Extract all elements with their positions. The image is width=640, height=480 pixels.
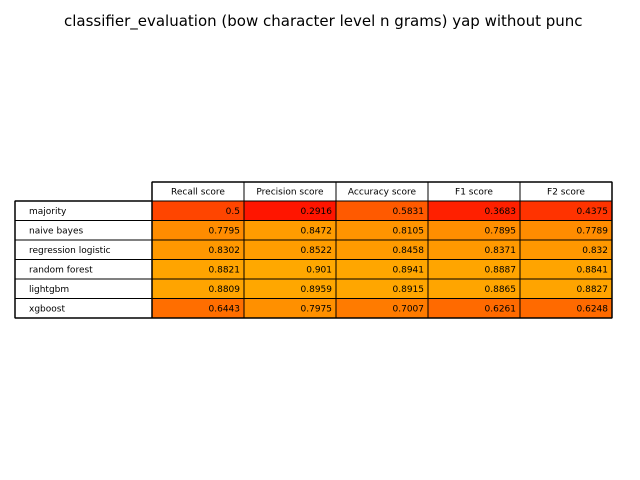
value-label: 0.8941: [393, 265, 425, 275]
value-label: 0.7789: [577, 226, 609, 236]
value-label: 0.8827: [577, 285, 609, 295]
value-label: 0.8458: [393, 246, 425, 256]
chart-title: classifier_evaluation (bow character lev…: [64, 12, 583, 30]
value-label: 0.8865: [485, 285, 517, 295]
value-label: 0.4375: [577, 207, 609, 217]
column-header: Accuracy score: [348, 188, 417, 198]
row-label: naive bayes: [29, 226, 84, 236]
value-label: 0.8472: [301, 226, 333, 236]
value-label: 0.6261: [485, 304, 517, 314]
row-label: xgboost: [29, 304, 65, 314]
value-label: 0.7795: [209, 226, 241, 236]
value-label: 0.8371: [485, 246, 517, 256]
value-label: 0.8809: [209, 285, 241, 295]
value-label: 0.5831: [393, 207, 425, 217]
row-label: random forest: [29, 265, 93, 275]
value-label: 0.8915: [393, 285, 425, 295]
value-label: 0.7007: [393, 304, 425, 314]
row-label: lightgbm: [29, 285, 69, 295]
column-header: F2 score: [547, 188, 585, 198]
value-label: 0.8841: [577, 265, 609, 275]
value-label: 0.5: [226, 207, 240, 217]
value-label: 0.6248: [577, 304, 609, 314]
value-label: 0.2916: [301, 207, 333, 217]
column-header: Precision score: [256, 188, 324, 198]
value-label: 0.7895: [485, 226, 517, 236]
column-header: Recall score: [171, 188, 225, 198]
value-label: 0.7975: [301, 304, 333, 314]
value-label: 0.901: [306, 265, 332, 275]
value-label: 0.8105: [393, 226, 425, 236]
value-label: 0.8959: [301, 285, 333, 295]
value-label: 0.3683: [485, 207, 517, 217]
value-label: 0.8522: [301, 246, 333, 256]
row-label: regression logistic: [29, 246, 111, 256]
value-label: 0.8821: [209, 265, 241, 275]
value-label: 0.8302: [209, 246, 241, 256]
value-label: 0.6443: [209, 304, 241, 314]
row-label: majority: [29, 207, 67, 217]
column-header: F1 score: [455, 188, 493, 198]
value-label: 0.8887: [485, 265, 517, 275]
value-label: 0.832: [582, 246, 608, 256]
